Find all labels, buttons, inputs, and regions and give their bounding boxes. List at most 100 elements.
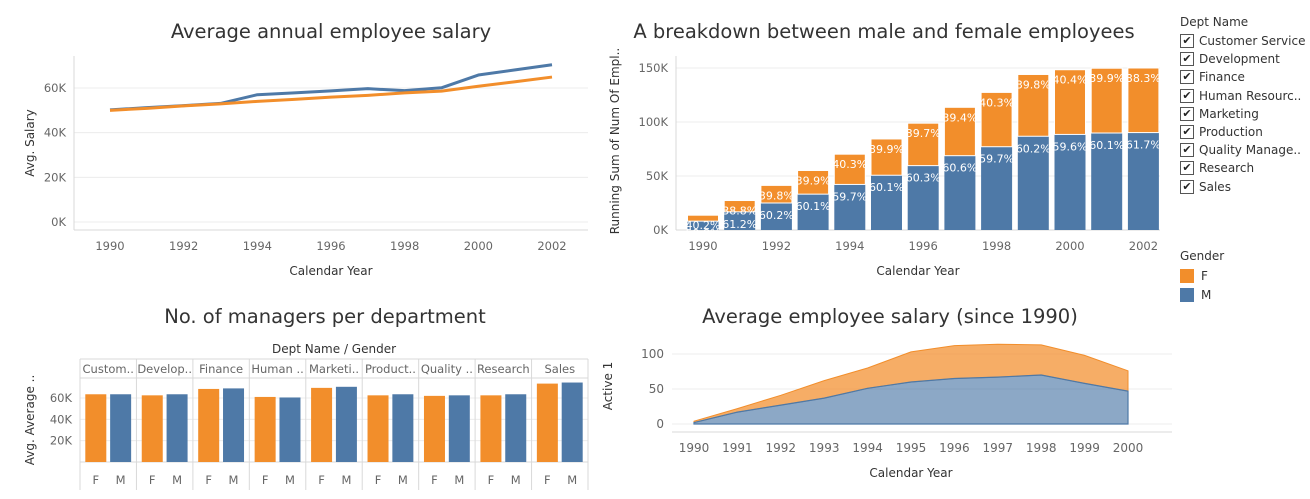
x-tick-label: 1998 <box>1026 441 1057 455</box>
bar-m <box>279 397 301 462</box>
x-tick-label: 1995 <box>896 441 927 455</box>
data-label-m: 59.8% <box>686 227 721 240</box>
bar-m <box>335 386 357 462</box>
gender-legend-item[interactable]: F <box>1180 266 1224 285</box>
bar-segment-f <box>907 122 940 167</box>
x-tick-label: 1993 <box>809 441 840 455</box>
bar-segment-f <box>1017 73 1050 137</box>
gender-tick-label: F <box>92 473 99 487</box>
bar-segment-m <box>687 221 719 230</box>
dept-filter-title: Dept Name <box>1180 15 1249 29</box>
bar-m <box>110 394 132 462</box>
bar-segment-m <box>1127 132 1159 230</box>
data-label-f: 40.3% <box>979 96 1014 109</box>
bar-segment-f <box>1090 67 1123 134</box>
bar-segment-f <box>687 214 719 222</box>
x-tick-label: 1990 <box>688 239 717 253</box>
dept-filter-item[interactable]: ✔ Research <box>1180 159 1305 177</box>
checkbox-checked[interactable]: ✔ <box>1180 34 1194 49</box>
bar-segment-m <box>907 165 939 230</box>
gender-tick-label: M <box>341 473 351 487</box>
y-axis-label: Active 1 <box>601 362 615 411</box>
gender-tick-label: F <box>544 473 551 487</box>
checkbox-checked[interactable]: ✔ <box>1180 106 1194 121</box>
gender-tick-label: M <box>172 473 182 487</box>
gender-legend-item[interactable]: M <box>1180 285 1224 304</box>
dept-header-label: Product.. <box>365 362 416 376</box>
checkbox-checked[interactable]: ✔ <box>1180 70 1194 85</box>
x-tick-label: 1998 <box>982 239 1011 253</box>
data-label-m: 59.7% <box>979 153 1014 166</box>
bar-segment-m <box>834 184 866 230</box>
dept-filter-item[interactable]: ✔ Finance <box>1180 68 1305 86</box>
bar-segment-m <box>1091 133 1123 230</box>
x-tick-label: 2000 <box>1055 239 1084 253</box>
dept-filter-item[interactable]: ✔ Customer Service <box>1180 32 1305 50</box>
y-tick-label: 100K <box>639 115 669 129</box>
dept-filter-item[interactable]: ✔ Quality Manage.. <box>1180 141 1305 159</box>
dept-header-label: Quality .. <box>421 362 473 376</box>
checkbox-checked[interactable]: ✔ <box>1180 125 1194 140</box>
data-label-f: 39.8% <box>759 189 794 202</box>
bar-segment-m <box>760 203 792 230</box>
x-tick-label: 1996 <box>316 239 345 253</box>
y-tick-label: 60K <box>44 81 67 95</box>
y-axis-label: Running Sum of Num Of Empl.. <box>608 48 622 235</box>
dept-filter-item[interactable]: ✔ Human Resourc.. <box>1180 87 1305 105</box>
gender-tick-label: F <box>375 473 382 487</box>
data-label-f: 39.8% <box>1016 78 1051 91</box>
x-tick-label: 1994 <box>243 239 272 253</box>
dept-filter-legend: Dept Name ✔ Customer Service ✔ Development ✔… <box>1180 15 1305 196</box>
data-label-m: 59.6% <box>1053 140 1088 153</box>
checkbox-checked[interactable]: ✔ <box>1180 88 1194 103</box>
dept-filter-item[interactable]: ✔ Marketing <box>1180 105 1305 123</box>
dept-filter-item[interactable]: ✔ Production <box>1180 123 1305 141</box>
x-tick-label: 2000 <box>464 239 493 253</box>
y-tick-label: 50 <box>649 382 664 396</box>
x-tick-label: 1999 <box>1069 441 1100 455</box>
dept-header-label: Develop.. <box>137 362 192 376</box>
bar-m <box>505 394 527 462</box>
dept-filter-item[interactable]: ✔ Sales <box>1180 178 1305 196</box>
bar-m <box>166 394 188 462</box>
series-line-f <box>109 75 553 112</box>
gender-legend-label: M <box>1201 287 1212 302</box>
dept-filter-label: Research <box>1199 161 1255 176</box>
checkbox-checked[interactable]: ✔ <box>1180 143 1194 158</box>
checkbox-checked[interactable]: ✔ <box>1180 52 1194 67</box>
bar-m <box>223 388 245 462</box>
checkbox-checked[interactable]: ✔ <box>1180 179 1194 194</box>
gender-legend-title: Gender <box>1180 249 1225 263</box>
x-axis-label: Calendar Year <box>289 264 372 278</box>
dept-filter-label: Finance <box>1199 70 1245 85</box>
x-tick-label: 1992 <box>169 239 198 253</box>
x-tick-label: 1998 <box>390 239 419 253</box>
dept-filter-label: Production <box>1199 125 1263 140</box>
data-label-f: 40.3% <box>832 158 867 171</box>
data-label-m: 60.1% <box>869 181 904 194</box>
x-tick-label: 1990 <box>679 441 710 455</box>
y-axis-label: Avg. Salary <box>23 109 37 177</box>
bar-m <box>448 395 470 462</box>
gender-tick-label: F <box>318 473 325 487</box>
bar-f <box>311 387 333 462</box>
x-axis-label: Calendar Year <box>876 264 959 278</box>
gender-tick-label: F <box>262 473 269 487</box>
bar-segment-f <box>943 106 976 157</box>
data-label-m: 60.1% <box>1089 139 1124 152</box>
x-tick-label: 1994 <box>835 239 864 253</box>
checkbox-checked[interactable]: ✔ <box>1180 161 1194 176</box>
data-label-m: 60.6% <box>942 162 977 175</box>
dept-filter-item[interactable]: ✔ Development <box>1180 50 1305 68</box>
y-axis-label: Avg. Average .. <box>23 375 37 466</box>
bar-f <box>536 383 558 462</box>
bar-segment-m <box>981 146 1013 230</box>
dept-filter-label: Quality Manage.. <box>1199 143 1301 158</box>
gender-tick-label: F <box>431 473 438 487</box>
gender-tick-label: F <box>205 473 212 487</box>
x-tick-label: 1991 <box>722 441 753 455</box>
data-label-m: 60.1% <box>796 200 831 213</box>
y-tick-label: 20K <box>50 434 73 448</box>
